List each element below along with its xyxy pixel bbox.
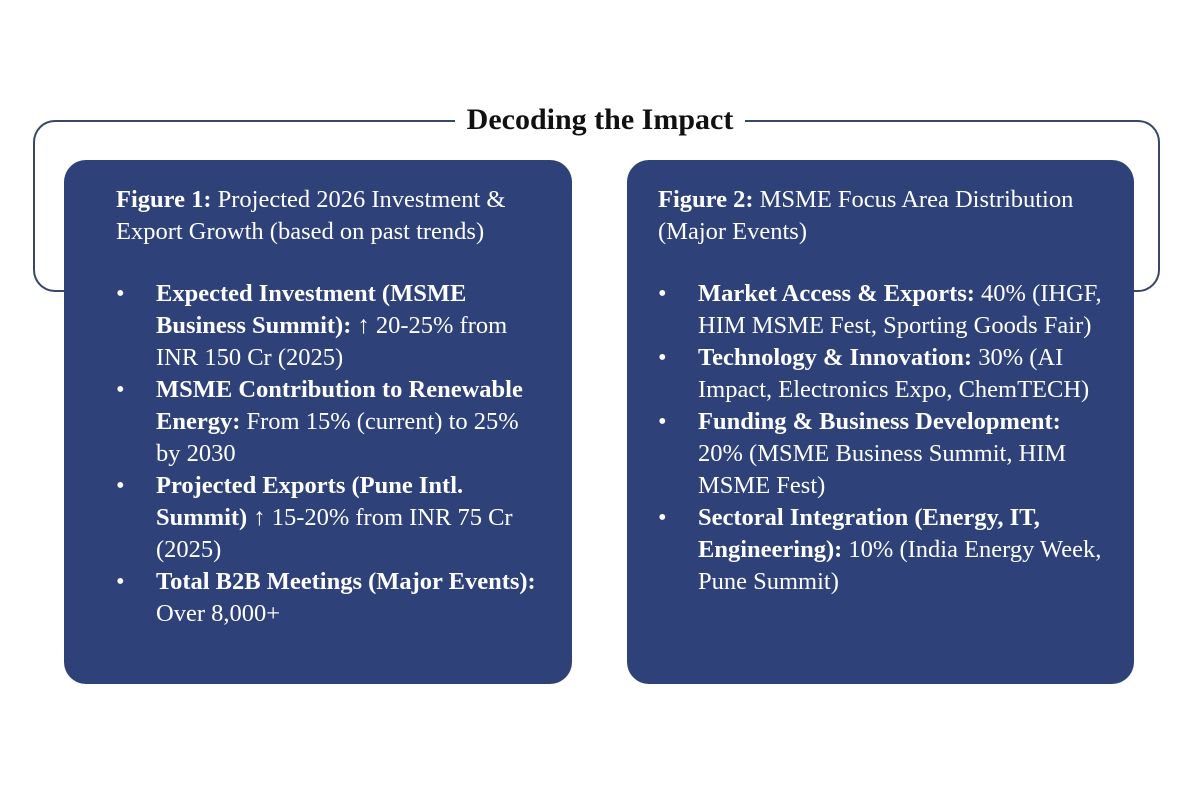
item-heading: Sectoral Integration (Energy, IT, Engine… — [698, 504, 1040, 563]
list-item: Total B2B Meetings (Major Events): Over … — [116, 566, 542, 630]
figure-1-caption: Figure 1: Projected 2026 Investment & Ex… — [116, 184, 542, 248]
item-text: ↑ 20-25% from INR 150 Cr (2025) — [156, 312, 508, 371]
item-text: 10% (India Energy Week, Pune Summit) — [698, 536, 1102, 595]
item-heading: Projected Exports (Pune Intl. Summit) — [156, 472, 464, 531]
item-heading: MSME Contribution to Renewable Energy: — [156, 376, 523, 435]
figure-1-card: Figure 1: Projected 2026 Investment & Ex… — [64, 160, 572, 684]
item-text: 20% (MSME Business Summit, HIM MSME Fest… — [698, 440, 1067, 499]
figure-2-list: Market Access & Exports: 40% (IHGF, HIM … — [658, 278, 1104, 598]
item-text: 40% (IHGF, HIM MSME Fest, Sporting Goods… — [698, 280, 1102, 339]
title-text: Decoding the Impact — [454, 103, 746, 136]
list-item: Projected Exports (Pune Intl. Summit) ↑ … — [116, 470, 542, 566]
figure-1-label: Figure 1: — [116, 186, 212, 213]
list-item: Sectoral Integration (Energy, IT, Engine… — [658, 502, 1104, 598]
item-text: From 15% (current) to 25% by 2030 — [156, 408, 519, 467]
list-item: Market Access & Exports: 40% (IHGF, HIM … — [658, 278, 1104, 342]
figure-2-label: Figure 2: — [658, 186, 754, 213]
item-text: 30% (AI Impact, Electronics Expo, ChemTE… — [698, 344, 1090, 403]
list-item: Funding & Business Development: 20% (MSM… — [658, 406, 1104, 502]
item-heading: Total B2B Meetings (Major Events): — [156, 568, 536, 595]
item-heading: Expected Investment (MSME Business Summi… — [156, 280, 467, 339]
item-text: ↑ 15-20% from INR 75 Cr (2025) — [156, 504, 513, 563]
figure-1-list: Expected Investment (MSME Business Summi… — [116, 278, 542, 630]
figure-2-card: Figure 2: MSME Focus Area Distribution (… — [627, 160, 1134, 684]
figure-2-caption-text: MSME Focus Area Distribution (Major Even… — [658, 186, 1074, 245]
figure-1-caption-text: Projected 2026 Investment & Export Growt… — [116, 186, 506, 245]
item-text: Over 8,000+ — [156, 600, 281, 627]
list-item: MSME Contribution to Renewable Energy: F… — [116, 374, 542, 470]
item-heading: Technology & Innovation: — [698, 344, 973, 371]
page-title: Decoding the Impact — [0, 100, 1200, 140]
list-item: Expected Investment (MSME Business Summi… — [116, 278, 542, 374]
item-heading: Market Access & Exports: — [698, 280, 975, 307]
figure-2-caption: Figure 2: MSME Focus Area Distribution (… — [658, 184, 1104, 248]
item-heading: Funding & Business Development: — [698, 408, 1061, 435]
list-item: Technology & Innovation: 30% (AI Impact,… — [658, 342, 1104, 406]
